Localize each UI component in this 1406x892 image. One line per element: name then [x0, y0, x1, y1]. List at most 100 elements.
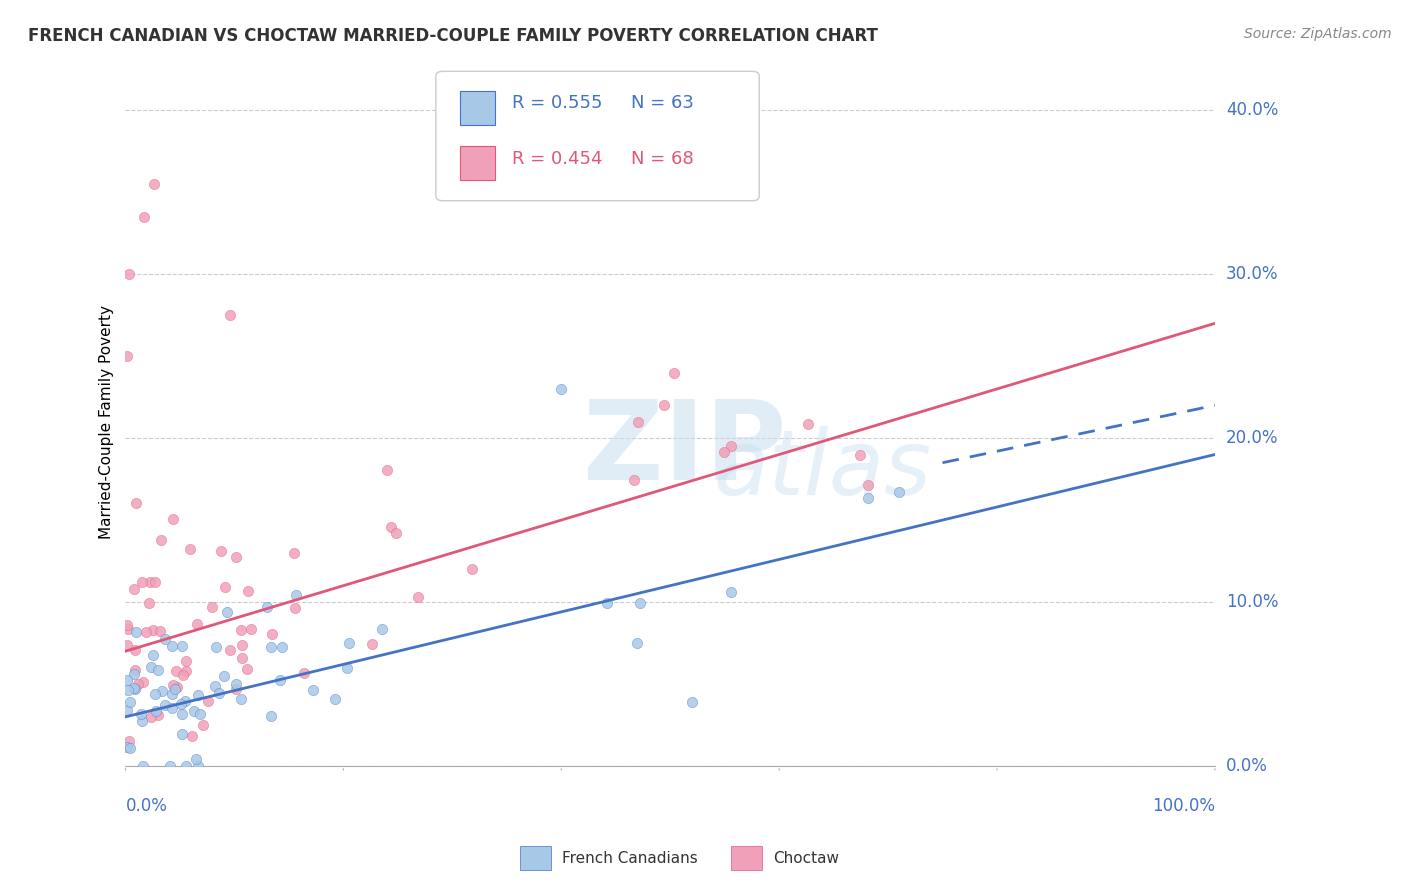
Point — [626, 635, 648, 649]
Point — [139, 710, 162, 724]
Point — [231, 651, 253, 665]
Point — [662, 366, 685, 380]
Point — [174, 694, 197, 708]
Point — [406, 591, 429, 605]
Point — [115, 703, 138, 717]
Text: N = 68: N = 68 — [631, 150, 695, 168]
Point — [240, 622, 263, 636]
Point — [187, 759, 209, 773]
Point — [219, 308, 242, 322]
Text: ZIP: ZIP — [583, 396, 786, 503]
Point — [217, 605, 239, 619]
Point — [160, 701, 183, 715]
Point — [134, 210, 156, 224]
Point — [153, 632, 176, 647]
Point — [201, 600, 224, 615]
Point — [125, 496, 148, 510]
Point — [186, 616, 208, 631]
Point — [225, 549, 247, 564]
Point — [143, 177, 166, 191]
Point — [283, 546, 305, 560]
Point — [120, 740, 142, 755]
Point — [623, 474, 645, 488]
Point — [115, 617, 138, 632]
Text: FRENCH CANADIAN VS CHOCTAW MARRIED-COUPLE FAMILY POVERTY CORRELATION CHART: FRENCH CANADIAN VS CHOCTAW MARRIED-COUPL… — [28, 27, 877, 45]
Point — [720, 584, 742, 599]
Point — [124, 643, 146, 657]
Point — [260, 709, 283, 723]
Text: 20.0%: 20.0% — [1226, 429, 1278, 447]
Point — [337, 635, 360, 649]
Point — [371, 622, 394, 636]
Point — [118, 267, 141, 281]
Point — [162, 512, 184, 526]
Point — [301, 683, 323, 698]
Point — [183, 704, 205, 718]
Point — [139, 575, 162, 590]
Point — [377, 463, 399, 477]
Point — [209, 544, 232, 558]
Point — [187, 688, 209, 702]
Point — [236, 662, 259, 676]
Point — [122, 582, 145, 596]
Point — [225, 677, 247, 691]
Point — [117, 623, 139, 637]
Point — [146, 664, 169, 678]
Point — [145, 704, 167, 718]
Point — [284, 600, 307, 615]
Point — [132, 674, 155, 689]
Y-axis label: Married-Couple Family Poverty: Married-Couple Family Poverty — [100, 305, 114, 539]
Point — [170, 639, 193, 653]
Point — [260, 640, 283, 655]
Point — [361, 637, 384, 651]
Text: 0.0%: 0.0% — [1226, 757, 1268, 775]
Point — [630, 596, 652, 610]
Point — [124, 664, 146, 678]
Point — [713, 445, 735, 459]
Point — [204, 679, 226, 693]
Point — [887, 485, 910, 500]
Point — [231, 638, 253, 652]
Point — [212, 669, 235, 683]
Text: Source: ZipAtlas.com: Source: ZipAtlas.com — [1244, 27, 1392, 41]
Point — [229, 623, 252, 637]
Point — [118, 734, 141, 748]
Point — [208, 686, 231, 700]
Point — [336, 661, 359, 675]
Point — [849, 448, 872, 462]
Point — [188, 707, 211, 722]
Point — [163, 681, 186, 696]
Point — [681, 695, 703, 709]
Point — [627, 415, 650, 429]
Point — [142, 648, 165, 663]
Point — [176, 654, 198, 668]
Point — [323, 691, 346, 706]
Point — [181, 730, 204, 744]
Text: 30.0%: 30.0% — [1226, 265, 1278, 283]
Point — [149, 624, 172, 638]
Point — [115, 739, 138, 754]
Point — [260, 626, 283, 640]
Point — [380, 519, 402, 533]
Point — [125, 625, 148, 640]
Point — [229, 692, 252, 706]
Point — [292, 666, 315, 681]
Point — [115, 638, 138, 652]
Point — [118, 695, 141, 709]
Point — [236, 583, 259, 598]
Point — [174, 759, 197, 773]
Text: Choctaw: Choctaw — [773, 852, 839, 866]
Text: N = 63: N = 63 — [631, 95, 695, 112]
Point — [131, 575, 153, 590]
Point — [124, 666, 146, 681]
Point — [172, 667, 194, 681]
Point — [143, 575, 166, 590]
Text: 40.0%: 40.0% — [1226, 101, 1278, 120]
Point — [160, 639, 183, 653]
Point — [162, 677, 184, 691]
Point — [150, 533, 173, 547]
Point — [115, 673, 138, 687]
Point — [191, 718, 214, 732]
Point — [219, 642, 242, 657]
Text: 10.0%: 10.0% — [1226, 593, 1278, 611]
